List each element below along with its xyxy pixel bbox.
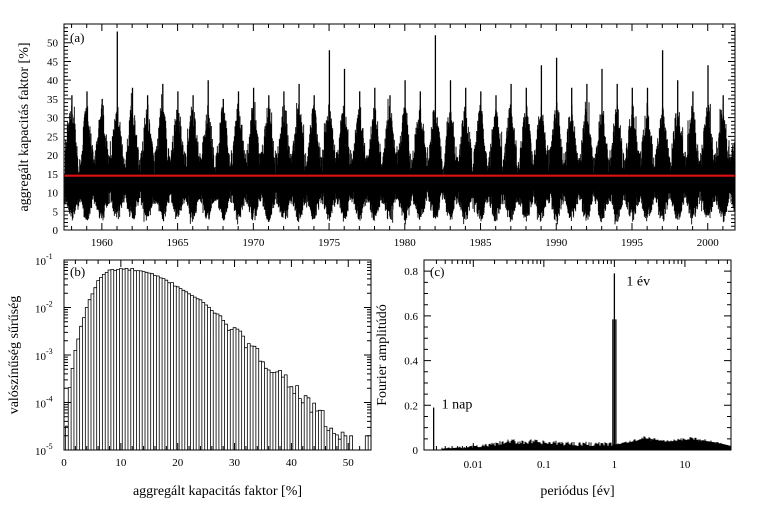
plot-frame-a <box>63 23 736 231</box>
y-axis-title-c: Fourier amplitúdó <box>375 304 390 406</box>
ticks-a <box>64 23 735 231</box>
x-tick-label-b: 0 <box>61 457 67 469</box>
x-tick-label-a: 1985 <box>470 237 493 249</box>
x-tick-label-a: 1995 <box>621 237 644 249</box>
y-tick-label-a: 30 <box>47 113 59 125</box>
x-tick-label-c: 10 <box>679 459 691 471</box>
y-tick-label-a: 20 <box>47 150 59 162</box>
histogram-bars <box>65 268 369 450</box>
y-tick-label-a: 10 <box>47 188 59 200</box>
x-tick-label-a: 1975 <box>318 237 341 249</box>
x-tick-label-b: 10 <box>115 457 127 469</box>
x-tick-label-c: 0.1 <box>537 459 551 471</box>
x-tick-label-b: 20 <box>172 457 184 469</box>
y-tick-exponent-b: -5 <box>46 442 53 451</box>
x-tick-label-a: 1960 <box>91 237 114 249</box>
time-series-line <box>64 93 736 225</box>
y-tick-label-a: 35 <box>47 94 59 106</box>
y-tick-label-a: 25 <box>47 131 59 143</box>
y-axis-title-a: aggregált kapacitás faktor [%] <box>17 42 32 211</box>
y-tick-label-c: 0 <box>413 445 419 457</box>
y-tick-base-b: 10 <box>35 446 47 458</box>
y-tick-label-a: 50 <box>47 38 59 50</box>
y-tick-label-c: 0.8 <box>404 266 418 278</box>
y-tick-exponent-b: -2 <box>46 300 53 309</box>
y-tick-label-a: 15 <box>47 169 59 181</box>
y-tick-label-a: 40 <box>47 75 59 87</box>
x-tick-label-a: 2000 <box>697 237 720 249</box>
peak-label: 1 év <box>626 275 650 290</box>
panel-b: 10 -110 -210 -310 -410 -50 10 20 30 40 50(b)aggreg… <box>7 252 372 499</box>
annual-peak <box>612 273 617 450</box>
y-axis-title-b: valószínűség sűrűség <box>7 296 22 415</box>
x-tick-label-a: 1980 <box>394 237 417 249</box>
y-tick-exponent-b: -1 <box>46 252 53 261</box>
x-tick-label-b: 30 <box>229 457 241 469</box>
y-tick-exponent-b: -3 <box>46 347 53 356</box>
winter-peak-spikes <box>71 31 724 156</box>
panel-label-b: (b) <box>70 264 85 279</box>
y-tick-label-c: 0.6 <box>404 311 418 323</box>
x-tick-label-b: 40 <box>286 457 298 469</box>
y-tick-base-b: 10 <box>35 256 47 268</box>
plot-frame-b <box>63 259 372 451</box>
y-tick-base-b: 10 <box>35 304 47 316</box>
x-axis-title-b: aggregált kapacitás faktor [%] <box>133 484 302 499</box>
x-tick-label-a: 1990 <box>545 237 568 249</box>
plot-frame-c <box>423 259 732 451</box>
panel-label-a: (a) <box>70 30 84 45</box>
x-tick-label-c: 0.01 <box>464 459 483 471</box>
y-tick-base-b: 10 <box>35 351 47 363</box>
x-tick-label-a: 1965 <box>167 237 190 249</box>
y-tick-label-c: 0.2 <box>404 400 418 412</box>
x-tick-label-c: 1 <box>612 459 618 471</box>
ticks-b <box>63 259 372 451</box>
y-tick-exponent-b: -4 <box>46 395 53 404</box>
x-tick-label-a: 1970 <box>242 237 265 249</box>
y-tick-label-c: 0.4 <box>404 356 418 368</box>
y-tick-label-a: 5 <box>53 206 59 218</box>
y-tick-label-a: 45 <box>47 56 59 68</box>
peak-label: 1 nap <box>442 398 473 413</box>
x-tick-label-b: 50 <box>343 457 355 469</box>
panel-a: 0 5 10 15 20 25 30 35 40 45 50 1960 1965 1970 1975 1980… <box>17 23 736 249</box>
y-tick-base-b: 10 <box>35 399 47 411</box>
ticks-c <box>423 259 731 451</box>
x-axis-title-c: periódus [év] <box>540 484 614 499</box>
panel-label-c: (c) <box>430 264 444 279</box>
spectrum-envelope <box>614 438 732 448</box>
panel-c: 1 nap 1 év 0 0.2 0.4 0.6 0.8 0.01 0.1 1 10 (c) perió… <box>375 259 732 499</box>
y-tick-label-a: 0 <box>53 225 59 237</box>
